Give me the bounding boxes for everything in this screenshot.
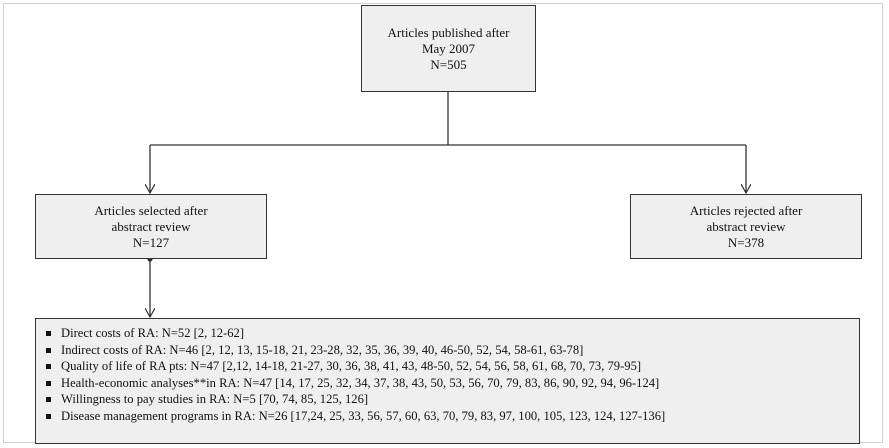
bullet-icon bbox=[46, 380, 51, 386]
list-item: Willingness to pay studies in RA: N=5 [7… bbox=[44, 391, 851, 408]
list-item-text: Disease management programs in RA: N=26 … bbox=[61, 408, 666, 423]
box-line: Articles published after bbox=[387, 24, 510, 40]
box-line: N=378 bbox=[727, 234, 765, 250]
list-item-text: Willingness to pay studies in RA: N=5 [7… bbox=[61, 392, 369, 407]
list-item: Quality of life of RA pts: N=47 [2,12, 1… bbox=[44, 358, 851, 375]
bullet-icon bbox=[46, 397, 51, 403]
box-category-list: Direct costs of RA: N=52 [2, 12-62] Indi… bbox=[35, 318, 860, 444]
box-line: N=505 bbox=[430, 56, 467, 72]
bullet-icon bbox=[46, 331, 51, 336]
list-item: Disease management programs in RA: N=26 … bbox=[44, 408, 851, 425]
box-articles-rejected: Articles rejected after abstract review … bbox=[630, 194, 862, 259]
bullet-icon bbox=[46, 347, 51, 353]
list-item-text: Health-economic analyses**in RA: N=47 [1… bbox=[61, 375, 660, 390]
box-line: Articles rejected after bbox=[689, 202, 803, 218]
box-line: Articles selected after bbox=[94, 202, 208, 218]
bullet-icon bbox=[46, 364, 51, 370]
box-line: N=127 bbox=[132, 234, 170, 250]
box-line: abstract review bbox=[111, 218, 191, 234]
box-articles-published: Articles published after May 2007 N=505 bbox=[361, 5, 536, 92]
list-item: Indirect costs of RA: N=46 [2, 12, 13, 1… bbox=[44, 342, 851, 359]
list-item: Direct costs of RA: N=52 [2, 12-62] bbox=[44, 325, 851, 342]
bullet-icon bbox=[46, 413, 51, 419]
list-item-text: Indirect costs of RA: N=46 [2, 12, 13, 1… bbox=[61, 342, 584, 357]
list-item: Health-economic analyses**in RA: N=47 [1… bbox=[44, 375, 851, 392]
list-item-text: Quality of life of RA pts: N=47 [2,12, 1… bbox=[61, 359, 642, 374]
box-line: abstract review bbox=[706, 218, 786, 234]
box-articles-selected: Articles selected after abstract review … bbox=[35, 194, 267, 259]
list-item-text: Direct costs of RA: N=52 [2, 12-62] bbox=[61, 326, 245, 340]
box-line: May 2007 bbox=[421, 40, 476, 56]
